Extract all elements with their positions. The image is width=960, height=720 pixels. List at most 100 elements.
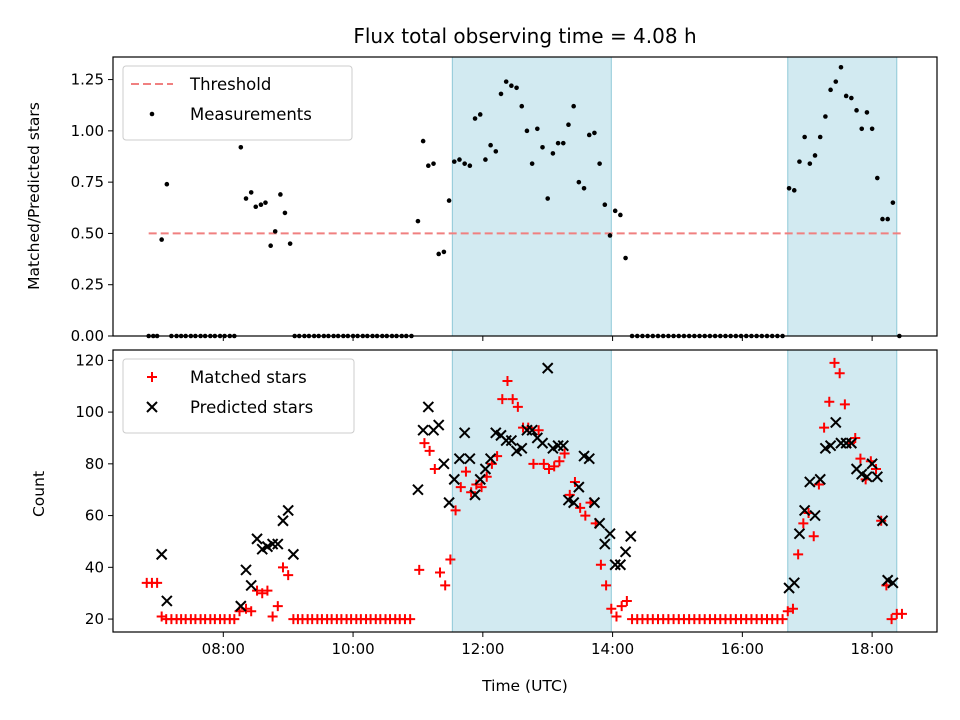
measurement-point-65 (467, 163, 473, 169)
matched-point-132 (819, 422, 830, 433)
matched-point-60 (445, 554, 456, 565)
matched-point-85 (575, 502, 586, 513)
measurement-point-136 (838, 64, 844, 70)
measurement-point-75 (519, 103, 525, 109)
matched-point-80 (549, 461, 560, 472)
top-y-axis-title: Matched/Predicted stars (25, 102, 43, 290)
matched-point-73 (512, 401, 523, 412)
matched-point-124 (777, 614, 788, 625)
measurement-point-26 (272, 229, 278, 234)
top-y-tick-label-5: 1.25 (71, 71, 104, 89)
predicted-point-38 (542, 362, 554, 374)
bottom-shaded-window-0 (451, 349, 612, 633)
predicted-point-11 (282, 504, 294, 517)
predicted-point-57 (793, 527, 806, 540)
x-tick-label-5: 18:00 (851, 640, 894, 658)
measurement-point-3 (159, 237, 164, 242)
top-legend: Threshold Measurements (122, 65, 353, 141)
matched-point-66 (476, 482, 487, 493)
matched-point-145 (886, 614, 897, 625)
top-shaded-window-1 (787, 56, 898, 337)
predicted-point-34 (521, 424, 533, 436)
measurement-point-23 (258, 202, 264, 208)
predicted-point-20 (448, 473, 460, 486)
measurement-point-66 (472, 116, 478, 121)
measurement-point-126 (786, 185, 792, 191)
predicted-point-44 (573, 481, 585, 493)
bottom-y-tick-label-2: 60 (85, 507, 104, 525)
matched-point-18 (229, 614, 240, 625)
measurement-point-143 (875, 175, 880, 181)
bottom-legend: Matched stars Predicted stars (122, 358, 355, 434)
predicted-point-3 (240, 564, 252, 576)
measurement-point-137 (843, 93, 849, 99)
predicted-point-60 (809, 509, 821, 522)
matched-point-93 (616, 601, 627, 612)
matched-point-71 (502, 376, 513, 387)
predicted-point-66 (840, 437, 852, 449)
predicted-point-71 (866, 458, 878, 470)
predicted-point-15 (422, 401, 435, 413)
matched-point-55 (419, 438, 430, 449)
top-shaded-window-0 (451, 56, 612, 337)
predicted-point-31 (505, 434, 518, 447)
measurement-point-139 (854, 108, 859, 113)
predicted-point-13 (412, 483, 424, 496)
measurement-point-130 (807, 161, 813, 166)
matched-point-25 (267, 611, 278, 622)
predicted-point-1 (161, 595, 173, 607)
top-y-tick-label-3: 0.75 (71, 173, 104, 191)
measurement-point-82 (555, 140, 561, 146)
predicted-point-63 (824, 440, 837, 452)
matched-point-58 (435, 567, 446, 578)
predicted-point-37 (536, 437, 549, 449)
predicted-point-0 (155, 548, 168, 561)
measurement-point-83 (560, 140, 566, 146)
measurement-point-68 (483, 157, 488, 162)
measurement-point-25 (268, 243, 273, 249)
measurement-point-29 (287, 241, 293, 246)
top-legend-label-0: Threshold (189, 75, 271, 94)
measurement-point-73 (509, 83, 514, 89)
measurement-point-76 (524, 128, 530, 134)
measurement-point-72 (503, 79, 509, 84)
predicted-point-40 (552, 440, 564, 452)
measurement-point-142 (869, 126, 875, 132)
x-tick-label-0: 08:00 (202, 640, 245, 658)
measurement-point-22 (253, 204, 259, 210)
predicted-point-72 (871, 471, 884, 483)
measurement-point-64 (462, 161, 467, 166)
x-tick-label-1: 10:00 (331, 640, 374, 658)
matched-point-134 (829, 357, 840, 368)
predicted-point-43 (567, 496, 580, 509)
matched-point-91 (606, 603, 617, 614)
measurement-point-69 (488, 142, 493, 148)
predicted-point-21 (453, 452, 466, 465)
matched-point-94 (621, 595, 632, 606)
measurement-point-138 (849, 95, 854, 101)
bottom-y-tick-label-4: 100 (75, 403, 104, 421)
matched-point-82 (559, 448, 570, 459)
predicted-point-27 (484, 452, 497, 465)
top-legend-label-1: Measurements (190, 105, 312, 124)
ratio-panel: 0.00 0.25 0.50 0.75 1.00 1.25 Threshold Measure… (71, 56, 938, 345)
measurement-point-131 (812, 153, 818, 158)
matched-point-56 (424, 445, 435, 456)
measurement-point-84 (566, 122, 571, 127)
matched-point-133 (824, 396, 835, 407)
matched-point-125 (782, 606, 793, 617)
matched-point-24 (262, 585, 273, 596)
matched-point-23 (257, 588, 268, 599)
top-y-tick-label-4: 1.00 (71, 122, 104, 140)
matched-point-28 (283, 570, 294, 581)
matched-point-72 (507, 394, 518, 405)
predicted-point-73 (876, 515, 889, 527)
top-axes-frame (112, 56, 938, 337)
measurement-point-58 (431, 161, 436, 166)
matched-point-128 (798, 518, 809, 529)
measurement-point-129 (802, 134, 807, 140)
chart-title: Flux total observing time = 4.08 h (353, 24, 696, 48)
predicted-point-56 (788, 577, 800, 589)
measurement-point-144 (880, 216, 885, 222)
measurement-point-95 (623, 255, 628, 261)
